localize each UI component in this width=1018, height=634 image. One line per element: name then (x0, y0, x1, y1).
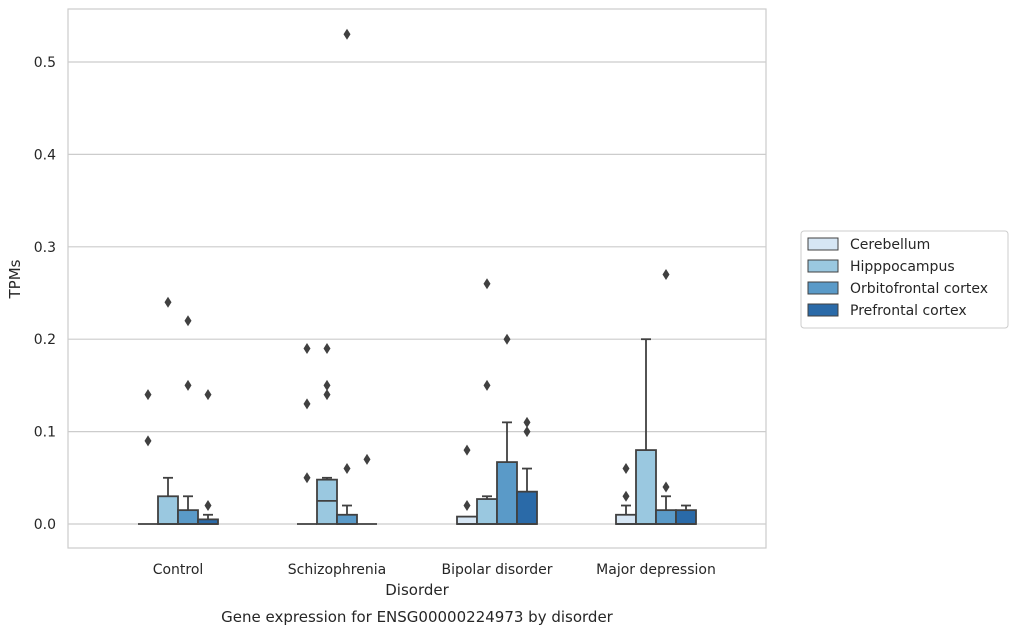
box-body (675, 509, 697, 525)
x-tick-label: Bipolar disorder (441, 562, 552, 578)
outlier-point (622, 463, 630, 475)
y-tick-label: 0.4 (34, 147, 56, 163)
box-body (635, 449, 657, 525)
outlier-point (204, 500, 212, 512)
outlier-point (323, 342, 331, 354)
outlier-point (164, 296, 172, 308)
outlier-point (363, 453, 371, 465)
outlier-point (523, 416, 531, 428)
box-cerebellum (138, 389, 158, 525)
outlier-point (184, 379, 192, 391)
y-tick-label: 0.2 (34, 332, 56, 348)
x-tick-label: Major depression (596, 562, 716, 578)
box-body (316, 478, 338, 525)
outlier-point (303, 342, 311, 354)
plot-area (138, 28, 697, 525)
x-axis-label: Disorder (385, 581, 449, 599)
legend-swatch (807, 259, 839, 273)
outlier-point (662, 481, 670, 493)
y-axis-ticks: 0.0 0.1 0.2 0.3 0.4 0.5 (34, 55, 56, 533)
box-body (476, 498, 498, 525)
box-hipppocampus (635, 338, 657, 525)
legend-swatch (807, 303, 839, 317)
outlier-point (483, 379, 491, 391)
x-tick-label: Schizophrenia (288, 562, 386, 578)
box-body (157, 495, 179, 525)
outlier-point (144, 435, 152, 447)
legend-frame (800, 230, 1009, 329)
box-body (456, 515, 478, 525)
outlier-point (303, 472, 311, 484)
box-prefrontal-cortex (516, 416, 538, 525)
box-orbitofrontal-cortex (177, 315, 199, 525)
legend-label: Cerebellum (850, 237, 930, 253)
y-tick-label: 0.3 (34, 240, 56, 256)
box-orbitofrontal-cortex (655, 269, 677, 525)
outlier-point (622, 490, 630, 502)
outlier-point (662, 269, 670, 281)
x-axis-ticks: Control Schizophrenia Bipolar disorder Majo… (153, 562, 716, 578)
outlier-point (463, 444, 471, 456)
box-prefrontal-cortex (357, 453, 377, 525)
outlier-point (343, 463, 351, 475)
box-hipppocampus (476, 278, 498, 525)
y-axis-label: TPMs (6, 259, 24, 299)
box-body (516, 490, 538, 525)
box-cerebellum (456, 444, 478, 525)
outlier-point (323, 379, 331, 391)
y-tick-label: 0.5 (34, 55, 56, 71)
y-tick-label: 0.0 (34, 517, 56, 533)
outlier-point (204, 389, 212, 401)
grid-lines (68, 61, 766, 525)
legend-label: Hipppocampus (850, 259, 955, 275)
legend-swatch (807, 281, 839, 295)
outlier-point (463, 500, 471, 512)
outlier-point (483, 278, 491, 290)
box-body (655, 509, 677, 525)
box-body (177, 509, 199, 525)
legend: Cerebellum Hipppocampus Orbitofrontal cort… (800, 230, 1009, 329)
box-prefrontal-cortex (197, 389, 219, 525)
box-orbitofrontal-cortex (496, 333, 518, 525)
box-hipppocampus (157, 296, 179, 525)
x-tick-label: Control (153, 562, 204, 578)
outlier-point (503, 333, 511, 345)
box-cerebellum (297, 342, 317, 525)
box-hipppocampus (316, 342, 338, 525)
outlier-point (323, 389, 331, 401)
legend-label: Prefrontal cortex (850, 303, 967, 319)
box-body (496, 461, 518, 525)
box-prefrontal-cortex (675, 504, 697, 525)
outlier-point (184, 315, 192, 327)
outlier-point (523, 426, 531, 438)
legend-label: Orbitofrontal cortex (850, 281, 988, 297)
legend-swatch (807, 237, 839, 251)
box-body (615, 513, 637, 525)
outlier-point (144, 389, 152, 401)
y-tick-label: 0.1 (34, 425, 56, 441)
chart-caption: Gene expression for ENSG00000224973 by d… (221, 608, 614, 626)
box-orbitofrontal-cortex (336, 28, 358, 525)
outlier-point (303, 398, 311, 410)
box-cerebellum (615, 463, 637, 525)
outlier-point (343, 28, 351, 40)
box-body (336, 513, 358, 525)
plot-frame (67, 8, 767, 549)
